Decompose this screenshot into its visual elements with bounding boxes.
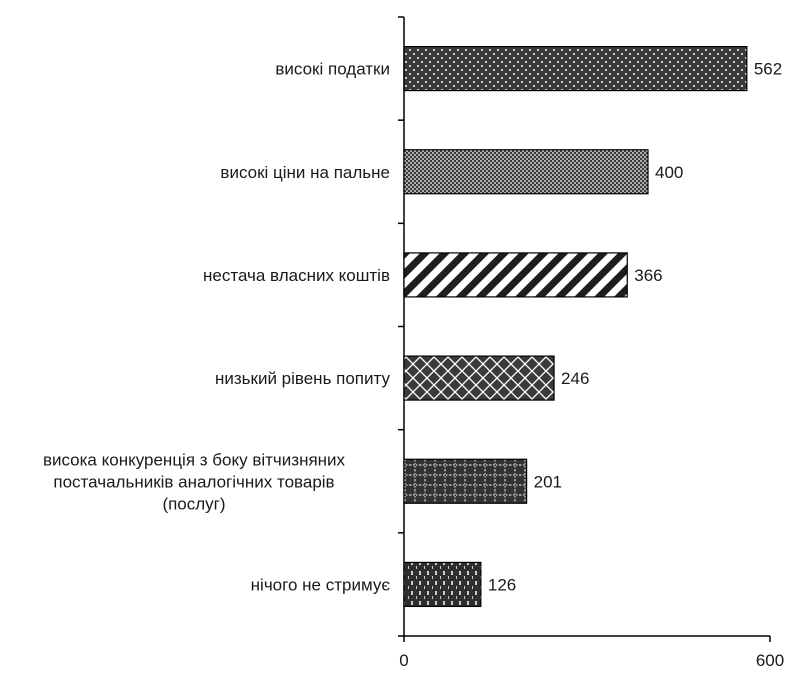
category-label: високі податки: [275, 60, 390, 79]
bar: [403, 45, 748, 92]
category-label: нестача власних коштів: [203, 266, 390, 285]
category-label: висока конкуренція з боку вітчизняних пос…: [43, 450, 346, 513]
data-label: 201: [534, 472, 562, 491]
data-label: 400: [655, 163, 683, 182]
category-label-line: висока конкуренція з боку вітчизняних: [43, 450, 346, 469]
category-label: нічого не стримує: [251, 575, 391, 594]
data-label: 366: [634, 266, 662, 285]
data-label: 246: [561, 369, 589, 388]
bar: [403, 149, 649, 195]
axis-layer: [398, 16, 771, 642]
x-tick-label: 0: [399, 651, 408, 670]
data-label: 562: [754, 60, 782, 79]
labels-layer: 0 600 562 високі податки 400 високі ціни на п…: [43, 60, 784, 670]
bar: [403, 252, 628, 298]
bar: [403, 355, 555, 401]
bar: [403, 458, 528, 504]
category-label-line: (послуг): [162, 494, 225, 513]
category-label: високі ціни на пальне: [220, 163, 390, 182]
category-label-line: постачальників аналогічних товарів: [53, 472, 334, 491]
bars-layer: [403, 45, 748, 608]
data-label: 126: [488, 575, 516, 594]
x-tick-label: 600: [756, 651, 784, 670]
bar: [403, 561, 482, 608]
category-label: низький рівень попиту: [215, 369, 391, 388]
